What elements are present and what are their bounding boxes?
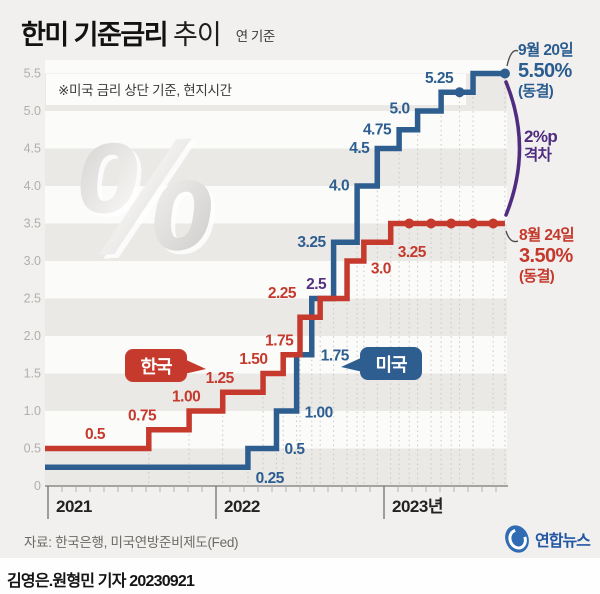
- kr-rate-annotation: 8월 24일 3.50% (동결): [519, 227, 575, 286]
- yonhap-logo-text: 연합뉴스: [535, 533, 591, 550]
- us-value-label: 0.25: [256, 470, 285, 487]
- us-annotation-date: 9월 20일: [518, 42, 574, 59]
- percent-watermark: %: [66, 102, 220, 290]
- plot-band: [45, 223, 507, 261]
- y-tick-label: 5.5: [24, 67, 41, 81]
- footer-strip: [0, 558, 600, 594]
- us-value-label: 4.0: [329, 178, 349, 195]
- title-main: 한미 기준금리: [21, 20, 169, 50]
- y-tick-label: 3.5: [24, 217, 41, 231]
- us-annotation-status: (동결): [518, 83, 554, 101]
- kr-badge-label: 한국: [140, 357, 172, 377]
- us-value-label: 5.0: [390, 101, 410, 118]
- note-text: ※미국 금리 상단 기준, 현지시간: [58, 83, 232, 98]
- axis-layer: 2021 2022 2023년 0 0.5 1.0 1.5 2.0 2.5 3.0 3.5 4.0 4.…: [24, 67, 508, 519]
- kr-value-label: 2.25: [268, 285, 297, 302]
- kr-annotation-date: 8월 24일: [519, 227, 575, 244]
- series-layer: 0.25 0.5 1.00 1.75 3.25 4.0 4.5 4.75 5.0 5.25 0.5 0…: [45, 68, 510, 487]
- y-tick-label: 2.0: [24, 329, 41, 343]
- legend-badge-layer: 한국 미국: [125, 347, 422, 382]
- plot-band: [45, 298, 507, 336]
- plot-band: [45, 373, 507, 411]
- us-annotation-rate: 5.50%: [518, 59, 572, 82]
- kr-value-label: 0.75: [128, 407, 157, 424]
- page-title: 한미 기준금리 추이 연 기준: [21, 13, 275, 52]
- gridline-layer: [148, 73, 506, 486]
- us-value-label: 4.5: [349, 140, 370, 157]
- kr-value-label: 0.5: [85, 426, 106, 443]
- yonhap-logo: 연합뉴스: [502, 522, 591, 556]
- us-line: [45, 70, 505, 470]
- y-tick-label: 4.0: [24, 179, 41, 193]
- unit-label: 연 기준: [235, 29, 276, 44]
- plot-band: [45, 148, 507, 186]
- note-layer: ※미국 금리 상단 기준, 현지시간: [46, 74, 466, 105]
- kr-pause-dot: [488, 218, 499, 229]
- kr-pause-dot: [404, 218, 415, 229]
- kr-value-label: 1.00: [172, 389, 200, 406]
- us-value-label: 1.75: [321, 347, 350, 364]
- y-tick-label: 0: [34, 479, 41, 493]
- gap-annotation-line1: 2%p: [524, 127, 558, 146]
- kr-value-label: 1.50: [239, 351, 267, 368]
- note-box: [46, 74, 466, 105]
- kr-value-label: 3.0: [371, 261, 391, 278]
- y-tick-label: 5.0: [24, 104, 41, 118]
- kr-pause-dot: [468, 218, 479, 229]
- year-label: 2021: [56, 497, 92, 516]
- us-value-label: 0.5: [284, 441, 305, 458]
- yonhap-logo-icon: [505, 525, 529, 553]
- kr-pause-dot: [446, 218, 457, 229]
- us-pause-dot: [499, 68, 510, 79]
- kr-value-label: 1.25: [206, 370, 235, 387]
- us-badge-tail: [341, 357, 363, 372]
- us-pause-dot: [454, 87, 465, 98]
- credit-line: 김영은.원형민 기자 20230921: [7, 573, 195, 590]
- y-tick-label: 3.0: [24, 254, 41, 268]
- kr-annotation-rate: 3.50%: [519, 244, 573, 267]
- y-tick-label: 1.5: [24, 367, 41, 381]
- kr-pause-dot: [426, 218, 437, 229]
- kr-line: [45, 220, 505, 452]
- us-badge-label: 미국: [375, 355, 407, 375]
- kr-value-label: 1.75: [265, 332, 294, 349]
- gap-annotation: 2%p 격차: [524, 127, 558, 165]
- us-badge: [360, 347, 422, 380]
- percent-watermark-shadow: %: [71, 106, 225, 294]
- gap-bracket: [504, 80, 522, 217]
- kr-badge-tail: [184, 359, 206, 374]
- kr-annotation-connector: [505, 230, 519, 243]
- watermark-layer: % %: [66, 102, 225, 294]
- us-value-label: 3.25: [297, 234, 326, 251]
- title-sub: 추이: [173, 20, 222, 50]
- annotation-connector-layer: [504, 49, 522, 243]
- source-line: 자료: 한국은행, 미국연방준비제도(Fed): [24, 535, 239, 550]
- y-tick-label: 1.0: [24, 404, 41, 418]
- year-label: 2023년: [392, 497, 443, 516]
- us-value-label: 5.25: [425, 70, 454, 87]
- year-label: 2022: [224, 497, 260, 516]
- us-value-label: 4.75: [363, 121, 392, 138]
- us-rate-annotation: 9월 20일 5.50% (동결): [518, 42, 574, 101]
- us-annotation-connector: [506, 49, 519, 67]
- kr-badge: [125, 349, 187, 382]
- gap-annotation-line2: 격차: [524, 146, 552, 164]
- y-tick-label: 0.5: [24, 442, 41, 456]
- kr-value-label: 3.25: [398, 244, 427, 261]
- y-tick-label: 4.5: [24, 142, 41, 156]
- y-tick-label: 2.5: [24, 292, 41, 306]
- us-value-label: 1.00: [305, 405, 333, 422]
- kr-annotation-status: (동결): [519, 268, 555, 286]
- shared-value-label: 2.5: [306, 276, 327, 293]
